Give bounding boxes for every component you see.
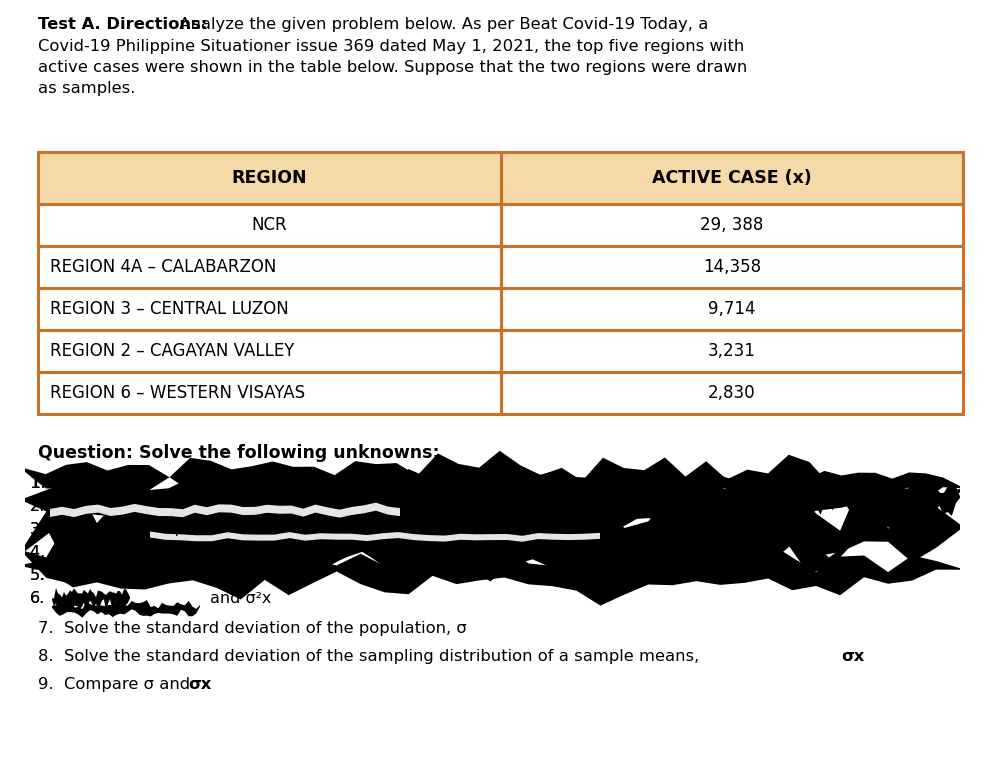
Bar xyxy=(38,330,501,372)
Bar xyxy=(500,330,963,372)
Text: 5.: 5. xyxy=(30,568,45,583)
Polygon shape xyxy=(25,474,960,578)
Bar xyxy=(38,152,501,204)
Bar xyxy=(500,288,963,330)
Polygon shape xyxy=(52,600,200,617)
Text: 1.  Solve μ...: 1. Solve μ... xyxy=(30,476,130,491)
Polygon shape xyxy=(150,532,600,542)
Polygon shape xyxy=(800,476,960,518)
Bar xyxy=(500,330,963,372)
Text: 7.  Solve the standard deviation of the population, σ: 7. Solve the standard deviation of the p… xyxy=(38,621,466,636)
Bar xyxy=(38,204,501,246)
Bar xyxy=(500,246,963,288)
Polygon shape xyxy=(50,502,400,518)
Polygon shape xyxy=(52,588,130,614)
Text: Analyze the given problem below. As per Beat Covid-19 Today, a: Analyze the given problem below. As per … xyxy=(174,17,709,32)
Bar xyxy=(500,372,963,414)
Bar xyxy=(38,246,501,288)
Text: REGION: REGION xyxy=(231,169,307,187)
Text: active cases were shown in the table below. Suppose that the two regions were dr: active cases were shown in the table bel… xyxy=(38,60,748,75)
Bar xyxy=(38,330,501,372)
Bar xyxy=(500,152,963,204)
Text: 29, 388: 29, 388 xyxy=(700,216,764,234)
Bar xyxy=(38,152,501,204)
Bar xyxy=(500,152,963,204)
Polygon shape xyxy=(25,520,850,583)
Bar xyxy=(38,246,501,288)
Text: Covid-19 Philippine Situationer issue 369 dated May 1, 2021, the top five region: Covid-19 Philippine Situationer issue 36… xyxy=(38,38,745,54)
Text: 9,714: 9,714 xyxy=(708,300,756,318)
Bar xyxy=(38,204,501,246)
Text: ACTIVE CASE (x): ACTIVE CASE (x) xyxy=(652,169,812,187)
Text: 8.  Solve the standard deviation of the sampling distribution of a sample means,: 8. Solve the standard deviation of the s… xyxy=(38,649,705,664)
Text: σx: σx xyxy=(188,677,211,692)
Polygon shape xyxy=(300,469,960,505)
Text: as samples.: as samples. xyxy=(38,81,135,97)
Text: Test A. Directions:: Test A. Directions: xyxy=(38,17,207,32)
Text: Question: Solve the following unknowns:: Question: Solve the following unknowns: xyxy=(38,444,439,462)
Text: 9.  Compare σ and: 9. Compare σ and xyxy=(38,677,195,692)
Text: REGION 3 – CENTRAL LUZON: REGION 3 – CENTRAL LUZON xyxy=(50,300,288,318)
Text: REGION 2 – CAGAYAN VALLEY: REGION 2 – CAGAYAN VALLEY xyxy=(50,342,294,360)
Polygon shape xyxy=(25,538,960,606)
Text: 3.  Com...    ...µx: 3. Com... ...µx xyxy=(30,522,163,537)
Bar xyxy=(500,288,963,330)
Polygon shape xyxy=(25,469,960,531)
Bar xyxy=(38,372,501,414)
Text: 14,358: 14,358 xyxy=(703,258,761,276)
Text: 4.  Solve for μ...: 4. Solve for μ... xyxy=(30,545,157,560)
Text: REGION 6 – WESTERN VISAYAS: REGION 6 – WESTERN VISAYAS xyxy=(50,384,305,402)
Bar xyxy=(500,204,963,246)
Polygon shape xyxy=(25,451,830,506)
Text: σx: σx xyxy=(841,649,865,664)
Text: 2.: 2. xyxy=(30,499,45,514)
Bar xyxy=(500,204,963,246)
Text: μx: μx xyxy=(868,496,885,510)
Bar xyxy=(38,288,501,330)
Text: REGION 4A – CALABARZON: REGION 4A – CALABARZON xyxy=(50,258,276,276)
Text: 6.: 6. xyxy=(30,591,45,606)
Text: μx: μx xyxy=(175,522,192,536)
Text: 4.  Solve for μ: 4. Solve for μ xyxy=(30,545,142,560)
Text: NCR: NCR xyxy=(251,216,287,234)
Text: 5.   ...the sum...: 5. ...the sum... xyxy=(30,568,157,583)
Bar xyxy=(500,246,963,288)
Text: and σ²x: and σ²x xyxy=(210,591,271,606)
Bar xyxy=(38,288,501,330)
Text: 3.  Co: 3. Co xyxy=(30,522,76,537)
Polygon shape xyxy=(100,493,700,531)
Bar xyxy=(500,372,963,414)
Text: 2: 2 xyxy=(30,499,40,514)
Text: 6.: 6. xyxy=(30,591,45,606)
Text: , σ·x: , σ·x xyxy=(880,567,910,581)
Polygon shape xyxy=(200,502,500,536)
Text: 1.: 1. xyxy=(30,476,45,491)
Bar xyxy=(38,372,501,414)
Text: 3,231: 3,231 xyxy=(708,342,756,360)
Text: 2,830: 2,830 xyxy=(708,384,756,402)
Text: Solve μ: Solve μ xyxy=(52,476,111,491)
Text: the sum: the sum xyxy=(380,568,431,581)
